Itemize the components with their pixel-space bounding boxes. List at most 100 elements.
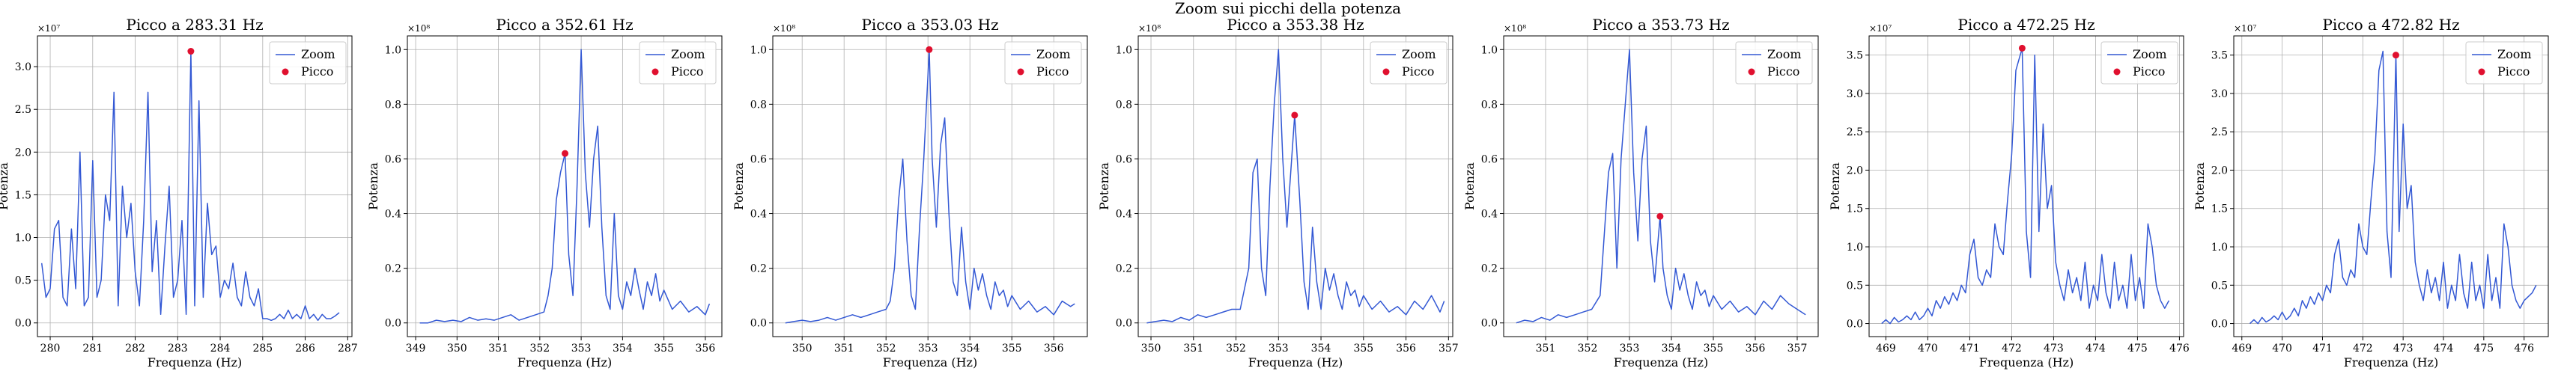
legend-box <box>1004 41 1082 85</box>
y-tick-label: 1.0 <box>1847 242 1863 254</box>
y-tick-label: 0.0 <box>1481 318 1498 330</box>
y-tick-label: 0.0 <box>2211 319 2228 331</box>
legend: Zoom Picco <box>1370 41 1448 85</box>
y-tick-label: 1.5 <box>2211 203 2228 215</box>
zoom-series-line <box>1146 49 1445 324</box>
x-tick-label: 352 <box>876 343 896 355</box>
y-axis-label: Potenza <box>1828 162 1842 210</box>
legend-box <box>1735 41 1813 85</box>
legend: Zoom Picco <box>639 41 717 85</box>
zoom-series-line <box>1881 47 2170 325</box>
x-axis-label: Frequenza (Hz) <box>1614 355 1708 370</box>
y-tick-label: 0.8 <box>750 99 767 111</box>
x-tick-label: 356 <box>1746 343 1766 355</box>
y-tick-label: 0.5 <box>1847 280 1863 292</box>
legend-marker-swatch <box>1017 68 1024 76</box>
y-tick-label: 2.5 <box>2211 126 2228 138</box>
y-tick-label: 0.4 <box>750 209 767 221</box>
peak-point <box>2018 44 2026 52</box>
y-tick-label: 0.2 <box>1481 263 1498 275</box>
y-offset-label: ×10⁸ <box>773 23 795 34</box>
y-tick-label: 1.0 <box>1481 44 1498 56</box>
y-tick-label: 1.0 <box>385 44 401 56</box>
x-tick-label: 353 <box>918 343 938 355</box>
y-tick-label: 1.5 <box>1847 203 1863 215</box>
x-tick-label: 352 <box>529 343 550 355</box>
x-axis-label: Frequenza (Hz) <box>883 355 977 370</box>
y-offset-label: ×10⁸ <box>1138 23 1161 34</box>
x-tick-label: 287 <box>338 343 358 355</box>
legend-box <box>1370 41 1448 85</box>
y-tick-label: 0.0 <box>1847 319 1863 331</box>
subplot-title: Picco a 283.31 Hz <box>126 16 263 34</box>
zoom-series-line <box>2249 50 2537 325</box>
legend-marker-swatch <box>651 68 659 76</box>
x-tick-label: 356 <box>1396 343 1416 355</box>
x-tick-label: 355 <box>654 343 674 355</box>
y-tick-label: 0.6 <box>1116 153 1132 165</box>
x-tick-label: 351 <box>488 343 508 355</box>
x-tick-label: 350 <box>447 343 467 355</box>
legend-entry-picco: Picco <box>1036 64 1069 79</box>
legend: Zoom Picco <box>269 41 347 85</box>
legend-entry-picco: Picco <box>671 64 703 79</box>
subplots: 280 281 282 283 284 285 286 287 0.0 0.5 1.0 1.5 2.0 2… <box>0 16 2549 370</box>
axes-frame <box>1137 35 1453 337</box>
subplot-title: Picco a 353.73 Hz <box>1592 16 1729 34</box>
axes-frame <box>37 35 353 337</box>
y-tick-label: 0.2 <box>385 263 401 275</box>
legend-entry-picco: Picco <box>1767 64 1799 79</box>
y-axis-label: Potenza <box>1462 162 1477 210</box>
legend-entry-zoom: Zoom <box>1402 47 1436 61</box>
legend-entry-zoom: Zoom <box>671 47 705 61</box>
legend-box <box>2465 41 2543 85</box>
y-tick-label: 1.0 <box>2211 242 2228 254</box>
x-tick-label: 471 <box>2312 343 2333 355</box>
x-tick-label: 285 <box>252 343 273 355</box>
legend-entry-picco: Picco <box>2133 64 2165 79</box>
axes-frame <box>1868 35 2184 337</box>
x-axis-label: Frequenza (Hz) <box>2344 355 2438 370</box>
legend-box <box>639 41 717 85</box>
subplot-2: 349 350 351 352 353 354 355 356 0.0 0.2 0.4 0.6 0.8 1… <box>366 16 723 370</box>
y-tick-label: 3.0 <box>15 61 31 73</box>
y-tick-label: 0.6 <box>1481 153 1498 165</box>
legend-entry-zoom: Zoom <box>1036 47 1071 61</box>
x-tick-label: 356 <box>696 343 716 355</box>
subplot-title: Picco a 353.03 Hz <box>861 16 998 34</box>
x-tick-label: 355 <box>1002 343 1022 355</box>
y-tick-label: 0.8 <box>1481 99 1498 111</box>
x-axis-label: Frequenza (Hz) <box>1979 355 2074 370</box>
axes-frame <box>772 35 1088 337</box>
legend-entry-zoom: Zoom <box>2133 47 2167 61</box>
zoom-series-line <box>785 49 1075 324</box>
x-tick-label: 353 <box>1620 343 1640 355</box>
x-tick-label: 354 <box>1311 343 1331 355</box>
y-tick-label: 0.6 <box>750 153 767 165</box>
y-tick-label: 0.8 <box>385 99 401 111</box>
legend-marker-swatch <box>1382 68 1390 76</box>
x-tick-label: 471 <box>1960 343 1980 355</box>
y-tick-label: 3.0 <box>2211 88 2228 100</box>
x-tick-label: 472 <box>2353 343 2373 355</box>
x-tick-label: 352 <box>1226 343 1246 355</box>
x-tick-label: 353 <box>571 343 592 355</box>
peak-point <box>1291 111 1298 119</box>
y-axis-label: Potenza <box>2193 162 2207 210</box>
subplot-title: Picco a 472.82 Hz <box>2322 16 2459 34</box>
x-tick-label: 351 <box>1536 343 1556 355</box>
x-tick-label: 283 <box>168 343 188 355</box>
axes-frame <box>1503 35 1819 337</box>
legend: Zoom Picco <box>1004 41 1082 85</box>
figure-suptitle: Zoom sui picchi della potenza <box>1175 0 1401 17</box>
legend-marker-swatch <box>1748 68 1755 76</box>
zoom-series-line <box>1516 49 1806 324</box>
y-offset-label: ×10⁷ <box>2234 23 2256 34</box>
y-axis-label: Potenza <box>1097 162 1111 210</box>
y-tick-label: 0.0 <box>1116 318 1132 330</box>
subplot-6: 469 470 471 472 473 474 475 476 0.0 0.5 1.0 1.5 2.0 2… <box>1828 16 2190 370</box>
x-tick-label: 352 <box>1578 343 1598 355</box>
legend: Zoom Picco <box>2465 41 2543 85</box>
x-tick-label: 350 <box>1141 343 1161 355</box>
